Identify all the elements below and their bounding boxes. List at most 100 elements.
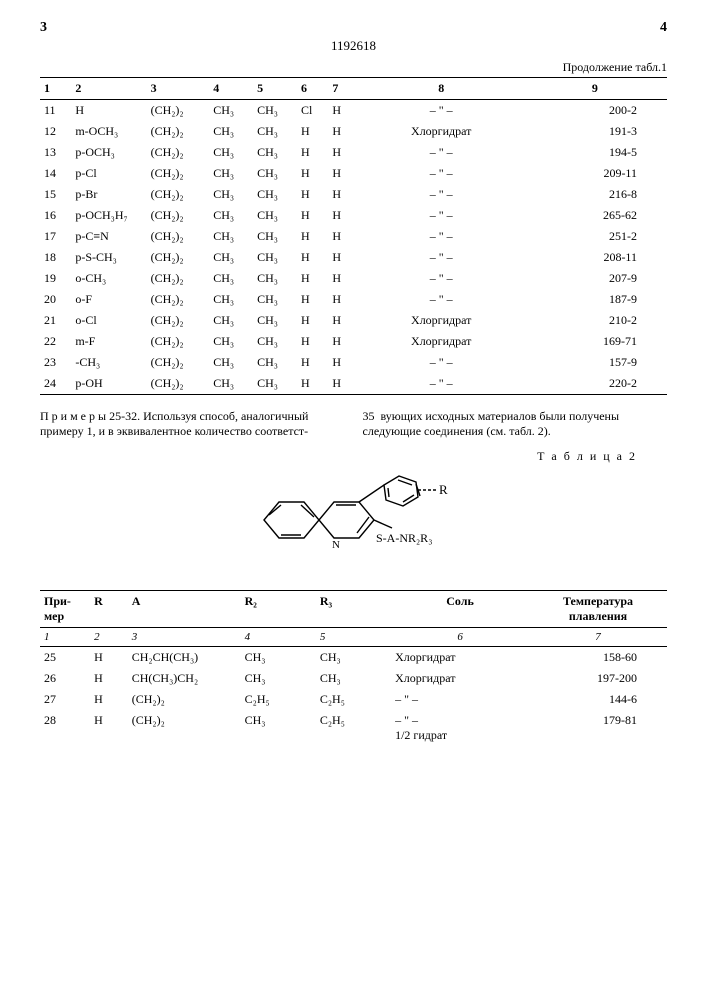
table-cell: H — [297, 268, 328, 289]
table-cell: H — [297, 352, 328, 373]
t2-cn-4: 4 — [241, 628, 316, 647]
table-cell: Хлоргидрат — [360, 310, 523, 331]
table-cell: (CH₂)₂ — [147, 142, 210, 163]
table-cell: CH₃ — [209, 100, 253, 122]
table-cell: – " – — [360, 352, 523, 373]
table-cell: CH₃ — [209, 226, 253, 247]
table-cell: H — [297, 289, 328, 310]
t2-h-1: При- мер — [40, 591, 90, 628]
t1-col-2: 2 — [71, 78, 146, 100]
table-cell: H — [90, 647, 128, 669]
table-cell: – " – — [391, 689, 529, 710]
table-cell: p-OCH₃H₇ — [71, 205, 146, 226]
table-cell: 24 — [40, 373, 71, 395]
t2-h-4: R₂ — [241, 591, 316, 628]
table-cell: 197-200 — [529, 668, 667, 689]
t2-h-3: A — [128, 591, 241, 628]
table-cell: H — [328, 373, 359, 395]
table-cell: 27 — [40, 689, 90, 710]
t2-h-6: Соль — [391, 591, 529, 628]
table-cell: C₂H₅ — [241, 689, 316, 710]
table-cell: 14 — [40, 163, 71, 184]
table-cell: H — [328, 310, 359, 331]
table-cell: (CH₂)₂ — [147, 205, 210, 226]
t2-cn-1: 1 — [40, 628, 90, 647]
table-cell: (CH₂)₂ — [128, 689, 241, 710]
table-cell: H — [328, 352, 359, 373]
table-cell: m-OCH₃ — [71, 121, 146, 142]
table-cell: p-OH — [71, 373, 146, 395]
table-cell: CH₃ — [209, 247, 253, 268]
table-cell: H — [90, 689, 128, 710]
table-cell: 169-71 — [523, 331, 667, 352]
table-cell: CH₃ — [253, 268, 297, 289]
t2-h-7: Температура плавления — [529, 591, 667, 628]
table-cell: (CH₂)₂ — [147, 268, 210, 289]
table-cell: 17 — [40, 226, 71, 247]
table-cell: (CH₂)₂ — [147, 184, 210, 205]
table-cell: (CH₂)₂ — [147, 373, 210, 395]
table-cell: CH₃ — [253, 226, 297, 247]
table-cell: – " – — [360, 268, 523, 289]
table-row: 13p-OCH₃(CH₂)₂CH₃CH₃HH– " –194-5 — [40, 142, 667, 163]
table-row: 28H(CH₂)₂CH₃C₂H₅– " – 1/2 гидрат179-81 — [40, 710, 667, 746]
table-cell: H — [328, 121, 359, 142]
document-number: 1192618 — [40, 38, 667, 54]
t2-cn-6: 6 — [391, 628, 529, 647]
table-cell: H — [297, 205, 328, 226]
table-row: 25HCH₂CH(CH₃)CH₃CH₃Хлоргидрат158-60 — [40, 647, 667, 669]
table-row: 15p-Br(CH₂)₂CH₃CH₃HH– " –216-8 — [40, 184, 667, 205]
table-cell: CH₃ — [209, 121, 253, 142]
table-cell: 158-60 — [529, 647, 667, 669]
table-cell: 18 — [40, 247, 71, 268]
table-cell: H — [328, 247, 359, 268]
table-cell: CH₃ — [253, 184, 297, 205]
t2-cn-5: 5 — [316, 628, 391, 647]
table-cell: – " – 1/2 гидрат — [391, 710, 529, 746]
table-cell: 21 — [40, 310, 71, 331]
table-cell: H — [328, 100, 359, 122]
t1-col-8: 8 — [360, 78, 523, 100]
table-row: 23-CH₃(CH₂)₂CH₃CH₃HH– " –157-9 — [40, 352, 667, 373]
table-cell: CH₃ — [209, 205, 253, 226]
table-1: 1 2 3 4 5 6 7 8 9 11H(CH₂)₂CH₃CH₃ClH– " … — [40, 77, 667, 395]
table-row: 21o-Cl(CH₂)₂CH₃CH₃HHХлоргидрат210-2 — [40, 310, 667, 331]
table-cell: H — [328, 184, 359, 205]
table-cell: H — [90, 710, 128, 746]
table-1-header-row: 1 2 3 4 5 6 7 8 9 — [40, 78, 667, 100]
table-cell: 12 — [40, 121, 71, 142]
table-cell: p-Cl — [71, 163, 146, 184]
table-cell: (CH₂)₂ — [147, 247, 210, 268]
table-cell: – " – — [360, 205, 523, 226]
table-cell: 220-2 — [523, 373, 667, 395]
table-cell: 209-11 — [523, 163, 667, 184]
page-column-numbers: 3 4 — [40, 20, 667, 36]
table-row: 16p-OCH₃H₇(CH₂)₂CH₃CH₃HH– " –265-62 — [40, 205, 667, 226]
table-cell: 22 — [40, 331, 71, 352]
table-cell: CH₃ — [253, 289, 297, 310]
t1-col-5: 5 — [253, 78, 297, 100]
table-cell: CH₃ — [253, 142, 297, 163]
table-cell: m-F — [71, 331, 146, 352]
table-cell: o-F — [71, 289, 146, 310]
table-cell: H — [328, 205, 359, 226]
table-cell: CH₃ — [209, 331, 253, 352]
table-cell: H — [71, 100, 146, 122]
table-cell: – " – — [360, 226, 523, 247]
table-2: При- мер R A R₂ R₃ Соль Температура плав… — [40, 590, 667, 746]
table-cell: CH₃ — [209, 352, 253, 373]
table-cell: H — [328, 226, 359, 247]
table-cell: CH₃ — [209, 268, 253, 289]
table-cell: CH₃ — [209, 289, 253, 310]
table-cell: 144-6 — [529, 689, 667, 710]
table-cell: CH₃ — [253, 373, 297, 395]
table-cell: 11 — [40, 100, 71, 122]
table-cell: H — [297, 331, 328, 352]
table-cell: 25 — [40, 647, 90, 669]
t2-cn-2: 2 — [90, 628, 128, 647]
table-cell: 28 — [40, 710, 90, 746]
table-cell: CH₃ — [209, 142, 253, 163]
table-cell: 207-9 — [523, 268, 667, 289]
table-row: 17p-C≡N(CH₂)₂CH₃CH₃HH– " –251-2 — [40, 226, 667, 247]
table-cell: Хлоргидрат — [391, 647, 529, 669]
